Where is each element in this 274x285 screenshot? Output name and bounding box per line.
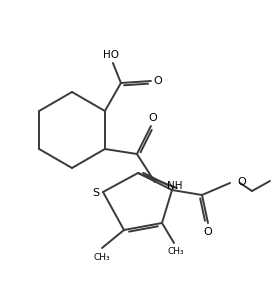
Text: NH: NH — [167, 181, 182, 191]
Text: O: O — [149, 113, 157, 123]
Text: CH₃: CH₃ — [94, 253, 110, 262]
Text: S: S — [92, 188, 99, 198]
Text: O: O — [153, 76, 162, 86]
Text: O: O — [237, 177, 246, 187]
Text: O: O — [204, 227, 212, 237]
Text: HO: HO — [103, 50, 119, 60]
Text: CH₃: CH₃ — [168, 247, 184, 256]
